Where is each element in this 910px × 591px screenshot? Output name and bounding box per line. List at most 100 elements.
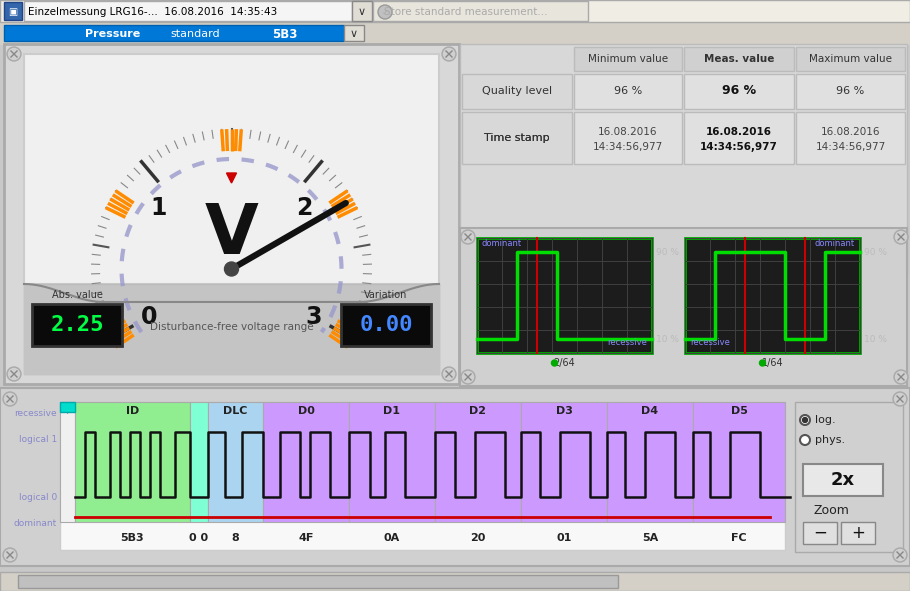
Text: +: + bbox=[851, 524, 864, 542]
Circle shape bbox=[893, 548, 907, 562]
Text: 5B3: 5B3 bbox=[120, 533, 144, 543]
Text: 1: 1 bbox=[150, 196, 167, 220]
Circle shape bbox=[462, 372, 473, 382]
Text: D1: D1 bbox=[383, 406, 400, 416]
Bar bbox=[796, 74, 905, 109]
Text: 10 %: 10 % bbox=[864, 335, 887, 344]
Bar bbox=[841, 522, 875, 544]
Text: 14:34:56,977: 14:34:56,977 bbox=[593, 142, 663, 152]
Text: Meas. value: Meas. value bbox=[703, 54, 774, 64]
Text: 10 %: 10 % bbox=[656, 335, 679, 344]
Text: D0: D0 bbox=[298, 406, 315, 416]
Circle shape bbox=[7, 367, 21, 381]
Bar bbox=[24, 284, 439, 374]
Bar bbox=[4, 2, 22, 20]
Text: ▣: ▣ bbox=[8, 7, 17, 17]
Text: Quality level: Quality level bbox=[482, 86, 552, 96]
Text: Variation: Variation bbox=[364, 290, 408, 300]
Circle shape bbox=[442, 367, 456, 381]
Bar bbox=[0, 0, 910, 22]
Bar bbox=[0, 388, 910, 566]
Circle shape bbox=[462, 232, 473, 242]
Circle shape bbox=[225, 262, 238, 276]
Text: 2x: 2x bbox=[831, 471, 855, 489]
Text: 4F: 4F bbox=[298, 533, 314, 543]
Bar bbox=[796, 47, 905, 71]
Circle shape bbox=[894, 370, 908, 384]
Circle shape bbox=[378, 5, 392, 19]
Bar bbox=[803, 522, 837, 544]
Circle shape bbox=[3, 548, 17, 562]
Text: standard: standard bbox=[170, 29, 220, 39]
Bar bbox=[4, 44, 459, 384]
Bar bbox=[684, 47, 794, 71]
Text: 96 %: 96 % bbox=[836, 86, 864, 96]
Text: 2/64: 2/64 bbox=[553, 358, 575, 368]
Text: T: T bbox=[65, 407, 70, 415]
Circle shape bbox=[443, 48, 454, 60]
Circle shape bbox=[5, 394, 15, 404]
Text: Abs. value: Abs. value bbox=[52, 290, 103, 300]
Text: logical 1: logical 1 bbox=[19, 436, 57, 444]
Bar bbox=[574, 47, 682, 71]
Circle shape bbox=[7, 47, 21, 61]
Bar bbox=[373, 1, 588, 21]
Circle shape bbox=[461, 370, 475, 384]
Bar bbox=[190, 402, 208, 522]
Bar bbox=[684, 74, 794, 109]
Bar bbox=[344, 25, 364, 41]
Text: dominant: dominant bbox=[482, 239, 522, 248]
Circle shape bbox=[551, 360, 558, 366]
Circle shape bbox=[760, 360, 765, 366]
Text: 0 0: 0 0 bbox=[189, 533, 208, 543]
Text: 90 %: 90 % bbox=[656, 248, 679, 257]
Text: 16.08.2016: 16.08.2016 bbox=[706, 127, 772, 137]
Bar bbox=[24, 1, 352, 21]
Bar bbox=[574, 74, 682, 109]
Bar bbox=[60, 402, 75, 522]
Text: 2.25: 2.25 bbox=[50, 315, 104, 335]
Text: recessive: recessive bbox=[607, 338, 647, 347]
Bar bbox=[435, 402, 521, 522]
Text: 20: 20 bbox=[470, 533, 486, 543]
Text: recessive: recessive bbox=[15, 410, 57, 418]
Text: 90 %: 90 % bbox=[864, 248, 887, 257]
Text: −: − bbox=[813, 524, 827, 542]
Bar bbox=[60, 402, 785, 550]
Circle shape bbox=[8, 369, 19, 379]
Circle shape bbox=[443, 369, 454, 379]
Text: Pressure: Pressure bbox=[85, 29, 140, 39]
Text: D3: D3 bbox=[556, 406, 572, 416]
Bar bbox=[477, 238, 652, 353]
Text: recessive: recessive bbox=[690, 338, 730, 347]
Text: 0: 0 bbox=[141, 304, 157, 329]
Text: 14:34:56,977: 14:34:56,977 bbox=[815, 142, 885, 152]
Bar bbox=[263, 402, 349, 522]
Bar bbox=[796, 112, 905, 164]
Bar bbox=[208, 402, 263, 522]
Bar bbox=[18, 575, 618, 588]
Circle shape bbox=[894, 230, 908, 244]
Bar bbox=[60, 402, 75, 412]
Text: 0.00: 0.00 bbox=[359, 315, 413, 335]
Text: Minimum value: Minimum value bbox=[588, 54, 668, 64]
Text: ID: ID bbox=[126, 406, 139, 416]
Text: 01: 01 bbox=[556, 533, 571, 543]
Bar bbox=[685, 238, 860, 353]
Text: 5B3: 5B3 bbox=[272, 28, 298, 41]
Bar bbox=[462, 74, 572, 109]
Text: D4: D4 bbox=[642, 406, 659, 416]
Bar bbox=[32, 304, 122, 346]
Circle shape bbox=[893, 392, 907, 406]
Text: 96 %: 96 % bbox=[614, 86, 642, 96]
Bar bbox=[795, 402, 903, 552]
Text: D2: D2 bbox=[470, 406, 487, 416]
Circle shape bbox=[800, 435, 810, 445]
Bar bbox=[460, 44, 907, 274]
Bar bbox=[0, 572, 910, 591]
Bar bbox=[684, 112, 794, 164]
Circle shape bbox=[442, 47, 456, 61]
Circle shape bbox=[461, 230, 475, 244]
Text: dominant: dominant bbox=[814, 239, 855, 248]
Text: 3: 3 bbox=[306, 304, 322, 329]
